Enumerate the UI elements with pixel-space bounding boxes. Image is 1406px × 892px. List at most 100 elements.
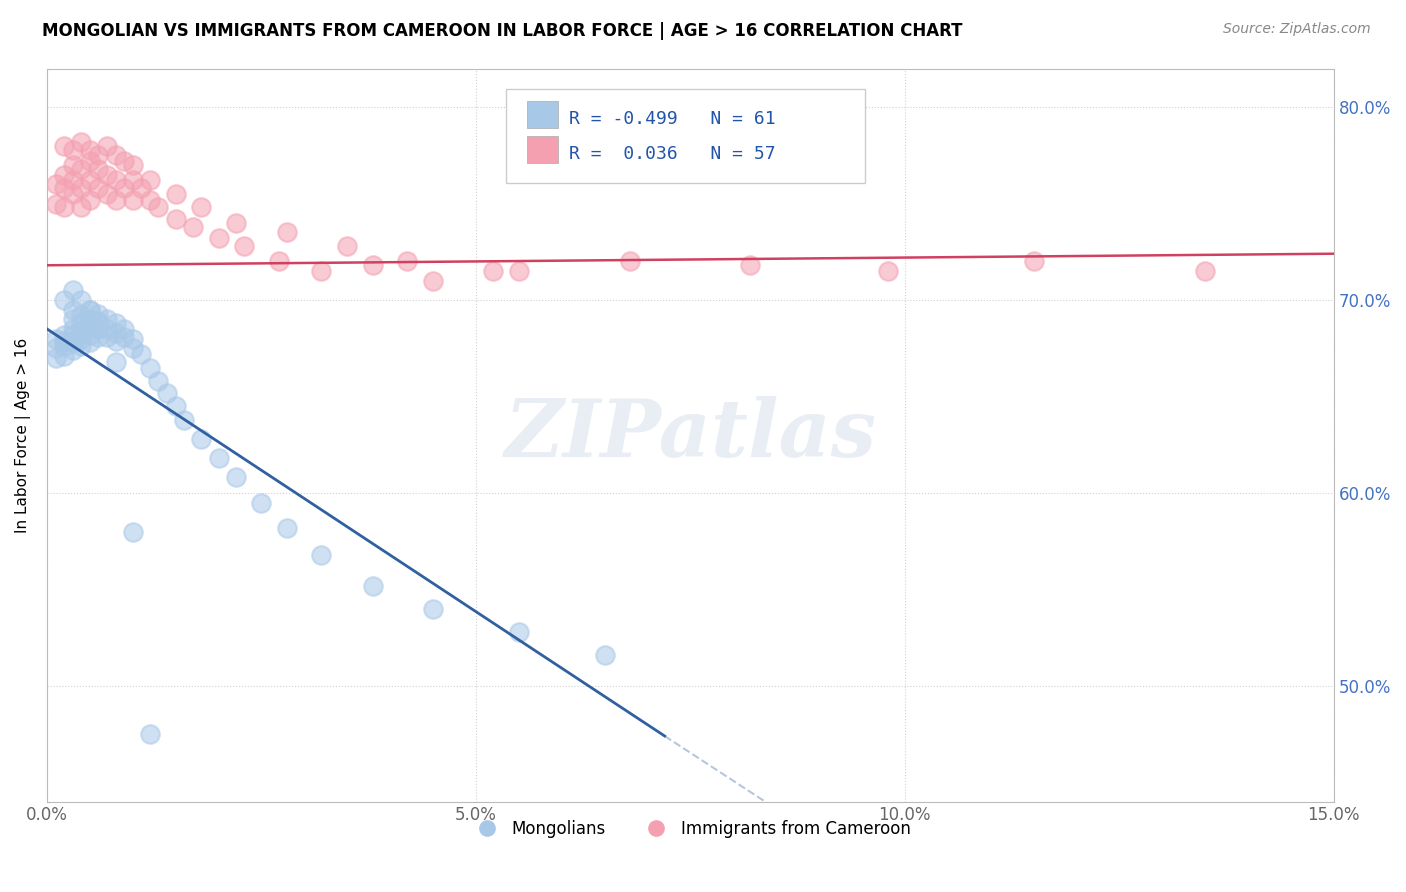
Point [87, 161, 110, 176]
Point [87, 314, 110, 328]
Point [233, 239, 256, 253]
Point [70, 332, 93, 346]
Point [62, 284, 84, 298]
Point [311, 548, 333, 562]
Point [53, 138, 76, 153]
Point [62, 343, 84, 358]
Point [165, 212, 187, 227]
Point [79, 335, 101, 350]
Point [53, 168, 76, 182]
Point [740, 258, 762, 272]
Point [87, 181, 110, 195]
Point [508, 624, 530, 639]
Point [79, 312, 101, 326]
Point [131, 347, 153, 361]
Point [131, 181, 153, 195]
Point [62, 143, 84, 157]
Text: MONGOLIAN VS IMMIGRANTS FROM CAMEROON IN LABOR FORCE | AGE > 16 CORRELATION CHAR: MONGOLIAN VS IMMIGRANTS FROM CAMEROON IN… [42, 22, 963, 40]
Point [156, 385, 179, 400]
Point [482, 264, 505, 278]
Point [96, 329, 118, 343]
Point [104, 326, 127, 340]
Point [508, 264, 530, 278]
Point [112, 154, 135, 169]
Point [45, 332, 67, 346]
Point [45, 351, 67, 365]
Point [207, 231, 229, 245]
Point [225, 470, 247, 484]
Point [70, 181, 93, 195]
Point [311, 264, 333, 278]
Point [121, 173, 143, 187]
Point [96, 186, 118, 201]
Point [87, 306, 110, 320]
Point [70, 201, 93, 215]
Point [96, 138, 118, 153]
Point [139, 360, 162, 375]
Point [70, 339, 93, 353]
Point [361, 578, 384, 592]
Point [207, 451, 229, 466]
Point [104, 173, 127, 187]
Point [190, 432, 212, 446]
Point [112, 181, 135, 195]
Point [104, 334, 127, 348]
Point [181, 219, 204, 234]
Point [79, 327, 101, 342]
Point [422, 601, 444, 615]
Point [53, 181, 76, 195]
Legend: Mongolians, Immigrants from Cameroon: Mongolians, Immigrants from Cameroon [464, 814, 918, 845]
Text: ZIPatlas: ZIPatlas [505, 396, 876, 474]
Point [62, 322, 84, 336]
Point [121, 158, 143, 172]
Point [593, 648, 616, 662]
Point [148, 374, 170, 388]
Point [619, 254, 641, 268]
Point [96, 168, 118, 182]
Point [96, 322, 118, 336]
Point [87, 148, 110, 162]
Point [173, 412, 195, 426]
Point [267, 254, 290, 268]
Point [53, 201, 76, 215]
Point [79, 154, 101, 169]
Point [276, 521, 298, 535]
Point [53, 327, 76, 342]
Point [62, 158, 84, 172]
Point [112, 329, 135, 343]
Text: R = -0.499   N = 61: R = -0.499 N = 61 [569, 110, 776, 128]
Point [1022, 254, 1045, 268]
Point [121, 332, 143, 346]
Point [70, 309, 93, 323]
Point [62, 173, 84, 187]
Point [361, 258, 384, 272]
Point [148, 201, 170, 215]
Point [96, 312, 118, 326]
Point [70, 324, 93, 338]
Point [139, 193, 162, 207]
Point [165, 399, 187, 413]
Y-axis label: In Labor Force | Age > 16: In Labor Force | Age > 16 [15, 337, 31, 533]
Point [79, 193, 101, 207]
Point [53, 334, 76, 348]
Point [45, 178, 67, 192]
Point [1194, 264, 1216, 278]
Point [104, 148, 127, 162]
Point [79, 143, 101, 157]
Point [87, 316, 110, 330]
Point [121, 193, 143, 207]
Point [45, 341, 67, 355]
Point [87, 322, 110, 336]
Point [422, 274, 444, 288]
Point [70, 293, 93, 307]
Point [70, 161, 93, 176]
Point [104, 316, 127, 330]
Point [62, 312, 84, 326]
Point [79, 320, 101, 334]
Point [336, 239, 359, 253]
Point [62, 327, 84, 342]
Point [121, 524, 143, 539]
Point [112, 322, 135, 336]
Text: Source: ZipAtlas.com: Source: ZipAtlas.com [1223, 22, 1371, 37]
Point [121, 341, 143, 355]
